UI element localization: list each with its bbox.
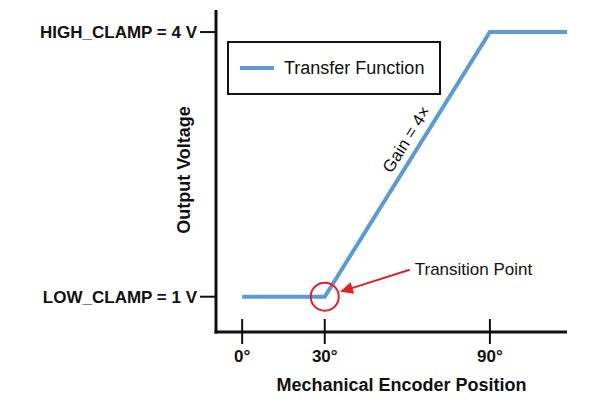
x-tick-label: 0° xyxy=(234,347,250,366)
annotation-arrowhead xyxy=(340,282,354,293)
x-tick-label: 90° xyxy=(477,347,503,366)
y-axis-title: Output Voltage xyxy=(174,106,194,234)
y-tick-label: LOW_CLAMP = 1 V xyxy=(43,288,198,307)
y-tick-label: HIGH_CLAMP = 4 V xyxy=(40,23,198,42)
annotation-text: Transition Point xyxy=(415,260,533,279)
y-tick xyxy=(200,31,216,33)
series-line xyxy=(242,32,567,297)
y-axis xyxy=(215,10,218,334)
x-axis-title: Mechanical Encoder Position xyxy=(276,375,526,395)
annotation-circle xyxy=(311,283,339,311)
x-tick xyxy=(324,319,326,344)
y-tick xyxy=(200,296,216,298)
x-tick xyxy=(241,319,243,344)
annotation-arrow xyxy=(350,270,410,289)
x-axis xyxy=(215,331,568,334)
x-tick-label: 30° xyxy=(312,347,338,366)
chart: LOW_CLAMP = 1 V HIGH_CLAMP = 4 V 0° 30° 90° M… xyxy=(0,0,600,419)
legend-box xyxy=(228,42,440,94)
legend-swatch xyxy=(240,66,274,70)
x-tick xyxy=(489,319,491,344)
legend-label: Transfer Function xyxy=(284,58,424,78)
plot-area xyxy=(242,32,567,297)
annotation-text: Gain = 4× xyxy=(379,103,435,176)
